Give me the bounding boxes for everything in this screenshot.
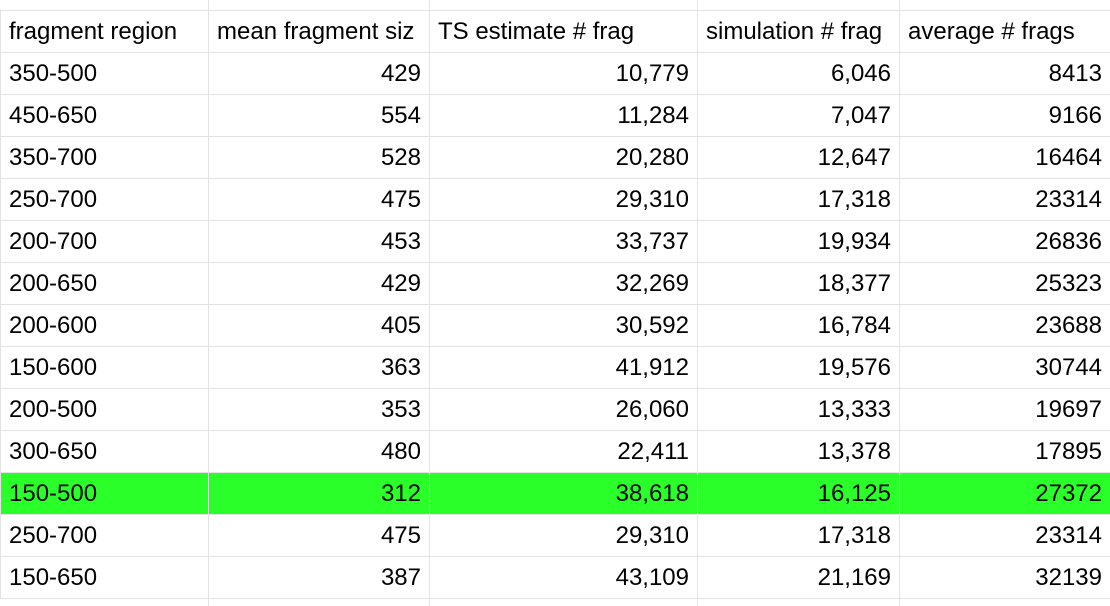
cell-fragment-region[interactable]: 200-500 (0, 388, 209, 431)
cell-fragment-region[interactable]: 350-500 (0, 52, 209, 95)
cell-mean-fragment-size[interactable]: 363 (208, 346, 430, 389)
cell-average[interactable]: 32139 (899, 556, 1110, 599)
cell-ts-estimate[interactable]: 22,411 (429, 430, 698, 473)
cell-mean-fragment-size[interactable]: 387 (208, 556, 430, 599)
cell-mean-fragment-size[interactable]: 480 (208, 430, 430, 473)
cell-ts-estimate[interactable]: 26,060 (429, 388, 698, 431)
cell-ts-estimate[interactable]: 41,912 (429, 346, 698, 389)
cell-simulation[interactable]: 21,169 (697, 556, 900, 599)
cell-mean-fragment-size[interactable]: 429 (208, 262, 430, 305)
cell-fragment-region[interactable]: 150-600 (0, 346, 209, 389)
table-row: 200-700 453 33,737 19,934 26836 (0, 220, 1110, 263)
cell-fragment-region[interactable]: 450-650 (0, 94, 209, 137)
cell-average[interactable]: 9166 (899, 94, 1110, 137)
cell-simulation[interactable]: 6,046 (697, 52, 900, 95)
gridline (429, 598, 430, 606)
cell-simulation[interactable]: 13,378 (697, 430, 900, 473)
table-row: 350-700 528 20,280 12,647 16464 (0, 136, 1110, 179)
cell-fragment-region[interactable]: 350-700 (0, 136, 209, 179)
cell-average[interactable]: 23314 (899, 178, 1110, 221)
cell-ts-estimate[interactable]: 30,592 (429, 304, 698, 347)
gridline (697, 0, 698, 10)
table-row: 150-600 363 41,912 19,576 30744 (0, 346, 1110, 389)
cell-ts-estimate[interactable]: 10,779 (429, 52, 698, 95)
table-row: 200-650 429 32,269 18,377 25323 (0, 262, 1110, 305)
cell-mean-fragment-size[interactable]: 475 (208, 178, 430, 221)
cell-fragment-region[interactable]: 200-650 (0, 262, 209, 305)
cell-simulation[interactable]: 16,125 (697, 472, 900, 515)
cell-mean-fragment-size[interactable]: 353 (208, 388, 430, 431)
cell-fragment-region[interactable]: 300-650 (0, 430, 209, 473)
cell-mean-fragment-size[interactable]: 453 (208, 220, 430, 263)
cell-ts-estimate[interactable]: 29,310 (429, 514, 698, 557)
header-cell-average[interactable]: average # frags (899, 10, 1110, 53)
cell-mean-fragment-size[interactable]: 528 (208, 136, 430, 179)
gridline (208, 598, 209, 606)
table-row: 200-500 353 26,060 13,333 19697 (0, 388, 1110, 431)
cell-simulation[interactable]: 17,318 (697, 514, 900, 557)
cell-average[interactable]: 19697 (899, 388, 1110, 431)
header-cell-fragment-region[interactable]: fragment region (0, 10, 209, 53)
cell-simulation[interactable]: 13,333 (697, 388, 900, 431)
cell-average[interactable]: 16464 (899, 136, 1110, 179)
cell-fragment-region[interactable]: 250-700 (0, 178, 209, 221)
gridline (899, 0, 900, 10)
cell-fragment-region[interactable]: 150-500 (0, 472, 209, 515)
cell-simulation[interactable]: 16,784 (697, 304, 900, 347)
cell-simulation[interactable]: 19,934 (697, 220, 900, 263)
gridline (429, 0, 430, 10)
cell-simulation[interactable]: 19,576 (697, 346, 900, 389)
cell-ts-estimate[interactable]: 20,280 (429, 136, 698, 179)
cell-average[interactable]: 23314 (899, 514, 1110, 557)
cell-fragment-region[interactable]: 250-700 (0, 514, 209, 557)
cell-simulation[interactable]: 12,647 (697, 136, 900, 179)
cell-average[interactable]: 26836 (899, 220, 1110, 263)
table-row: 300-650 480 22,411 13,378 17895 (0, 430, 1110, 473)
cell-average[interactable]: 30744 (899, 346, 1110, 389)
cell-average[interactable]: 27372 (899, 472, 1110, 515)
cell-mean-fragment-size[interactable]: 475 (208, 514, 430, 557)
cell-simulation[interactable]: 17,318 (697, 178, 900, 221)
header-row: fragment region mean fragment siz TS est… (0, 10, 1110, 53)
table-row-highlighted: 150-500 312 38,618 16,125 27372 (0, 472, 1110, 515)
next-row-strip (0, 598, 1110, 606)
header-cell-ts-estimate[interactable]: TS estimate # frag (429, 10, 698, 53)
cell-mean-fragment-size[interactable]: 312 (208, 472, 430, 515)
cell-fragment-region[interactable]: 200-600 (0, 304, 209, 347)
cell-fragment-region[interactable]: 200-700 (0, 220, 209, 263)
table-row: 200-600 405 30,592 16,784 23688 (0, 304, 1110, 347)
cell-ts-estimate[interactable]: 43,109 (429, 556, 698, 599)
cell-average[interactable]: 23688 (899, 304, 1110, 347)
cell-mean-fragment-size[interactable]: 554 (208, 94, 430, 137)
gridline (697, 598, 698, 606)
cell-average[interactable]: 17895 (899, 430, 1110, 473)
table-row: 250-700 475 29,310 17,318 23314 (0, 514, 1110, 557)
cell-simulation[interactable]: 7,047 (697, 94, 900, 137)
table-row: 150-650 387 43,109 21,169 32139 (0, 556, 1110, 599)
cell-mean-fragment-size[interactable]: 405 (208, 304, 430, 347)
table-row: 250-700 475 29,310 17,318 23314 (0, 178, 1110, 221)
cell-ts-estimate[interactable]: 38,618 (429, 472, 698, 515)
cell-fragment-region[interactable]: 150-650 (0, 556, 209, 599)
cell-average[interactable]: 8413 (899, 52, 1110, 95)
cell-ts-estimate[interactable]: 29,310 (429, 178, 698, 221)
table-row: 350-500 429 10,779 6,046 8413 (0, 52, 1110, 95)
cell-average[interactable]: 25323 (899, 262, 1110, 305)
table-row: 450-650 554 11,284 7,047 9166 (0, 94, 1110, 137)
header-cell-simulation[interactable]: simulation # frag (697, 10, 900, 53)
gridline (899, 598, 900, 606)
cell-ts-estimate[interactable]: 33,737 (429, 220, 698, 263)
data-grid: fragment region mean fragment siz TS est… (0, 10, 1110, 599)
header-cell-mean-fragment-size[interactable]: mean fragment siz (208, 10, 430, 53)
cell-ts-estimate[interactable]: 11,284 (429, 94, 698, 137)
cell-ts-estimate[interactable]: 32,269 (429, 262, 698, 305)
cell-mean-fragment-size[interactable]: 429 (208, 52, 430, 95)
gridline (208, 0, 209, 10)
cell-simulation[interactable]: 18,377 (697, 262, 900, 305)
